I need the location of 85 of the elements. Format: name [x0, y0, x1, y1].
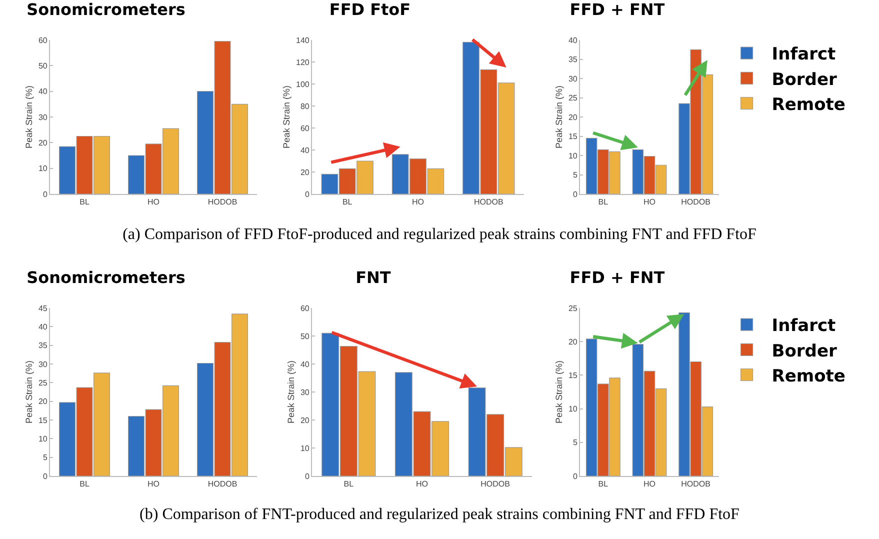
- y-axis-title: Peak Strain (%): [286, 360, 296, 424]
- y-tick-label: 30: [568, 74, 578, 84]
- x-tick-label: BL: [598, 198, 609, 207]
- text: (b) Comparison of FNT-produced and regularized peak strains combining FNT and FFD FtoF: [138, 506, 740, 524]
- y-tick-label: 20: [300, 168, 310, 177]
- y-tick-label: 100: [296, 80, 310, 89]
- y-tick-label: 120: [296, 58, 310, 67]
- y-tick-label: 25: [568, 94, 578, 103]
- y-tick-label: 15: [568, 371, 578, 380]
- y-axis-title: Peak Strain (%): [24, 85, 34, 149]
- y-tick-label: 20: [38, 138, 48, 148]
- x-tick-label: HO: [148, 198, 160, 207]
- legend-label: Infarct: [772, 44, 836, 65]
- x-tick-label: BL: [598, 480, 609, 489]
- chart-title: FFD FtoF: [329, 0, 411, 20]
- y-tick-label: 0: [304, 472, 310, 481]
- x-tick-label: BL: [344, 480, 354, 489]
- legend-label: Border: [772, 70, 838, 90]
- y-tick-label: 30: [38, 360, 48, 369]
- y-tick-label: 40: [300, 146, 310, 155]
- y-axis-title: Peak Strain (%): [554, 85, 564, 149]
- y-tick-label: 10: [38, 434, 48, 444]
- y-tick-label: 20: [568, 112, 578, 122]
- y-tick-label: 45: [38, 304, 48, 313]
- y-tick-label: 10: [568, 404, 578, 414]
- y-tick-label: 20: [300, 416, 310, 425]
- legend-label: Remote: [772, 366, 846, 386]
- y-tick-label: 40: [568, 36, 578, 45]
- legend-label: Remote: [772, 94, 846, 115]
- y-tick-label: 20: [38, 397, 48, 406]
- x-tick-label: BL: [342, 198, 353, 207]
- y-tick-label: 40: [300, 360, 310, 369]
- y-tick-label: 20: [568, 337, 578, 346]
- y-tick-label: 40: [38, 87, 48, 96]
- y-tick-label: 5: [572, 170, 578, 180]
- chart-title: Sonomicrometers: [26, 0, 186, 20]
- y-tick-label: 40: [38, 322, 48, 332]
- y-tick-label: 60: [300, 124, 310, 133]
- x-tick-label: HO: [416, 480, 428, 489]
- y-tick-label: 80: [300, 102, 310, 111]
- x-tick-label: HODOB: [681, 480, 710, 489]
- x-tick-label: BL: [80, 480, 90, 489]
- y-tick-label: 0: [572, 190, 578, 199]
- y-tick-label: 15: [568, 132, 578, 142]
- y-tick-label: 35: [568, 55, 578, 64]
- x-tick-label: HO: [412, 198, 424, 207]
- y-tick-label: 10: [300, 444, 310, 453]
- y-tick-label: 35: [38, 341, 48, 350]
- x-tick-label: HODOB: [208, 480, 238, 489]
- text: (a) Comparison of FFD FtoF-produced and regularized peak strains combining FNT and FFD FtoF: [122, 226, 758, 244]
- y-tick-label: 25: [38, 378, 48, 388]
- y-tick-label: 60: [300, 304, 310, 313]
- chart-title: FFD + FNT: [570, 0, 665, 20]
- y-tick-label: 50: [38, 61, 48, 70]
- y-tick-label: 15: [38, 416, 48, 425]
- y-tick-label: 0: [572, 472, 578, 481]
- x-tick-label: HO: [148, 480, 160, 489]
- x-tick-label: BL: [80, 198, 90, 207]
- y-axis-title: Peak Strain (%): [24, 360, 34, 424]
- x-tick-label: HODOB: [208, 198, 238, 207]
- legend-label: Infarct: [772, 316, 836, 336]
- y-tick-label: 5: [42, 453, 48, 462]
- x-tick-label: HODOB: [474, 198, 504, 207]
- y-axis-title: Peak Strain (%): [554, 360, 564, 424]
- x-tick-label: HO: [644, 480, 656, 489]
- y-tick-label: 60: [38, 36, 48, 45]
- y-tick-label: 0: [42, 472, 48, 481]
- x-tick-label: HO: [644, 198, 656, 207]
- x-tick-label: HODOB: [681, 198, 710, 207]
- y-tick-label: 10: [568, 151, 578, 160]
- chart-title: Sonomicrometers: [26, 268, 186, 288]
- chart-title: FNT: [356, 268, 391, 288]
- y-tick-label: 30: [300, 388, 310, 397]
- y-tick-label: 5: [572, 438, 578, 448]
- x-tick-label: HODOB: [480, 480, 510, 489]
- y-tick-label: 50: [300, 332, 310, 341]
- legend-label: Border: [772, 341, 838, 362]
- y-tick-label: 25: [568, 304, 578, 313]
- y-tick-label: 0: [42, 190, 48, 199]
- chart-title: FFD + FNT: [570, 268, 665, 288]
- y-tick-label: 10: [38, 164, 48, 174]
- y-tick-label: 30: [38, 112, 48, 122]
- y-tick-label: 0: [304, 190, 310, 199]
- y-axis-title: Peak Strain (%): [281, 85, 292, 149]
- y-tick-label: 140: [296, 36, 310, 45]
